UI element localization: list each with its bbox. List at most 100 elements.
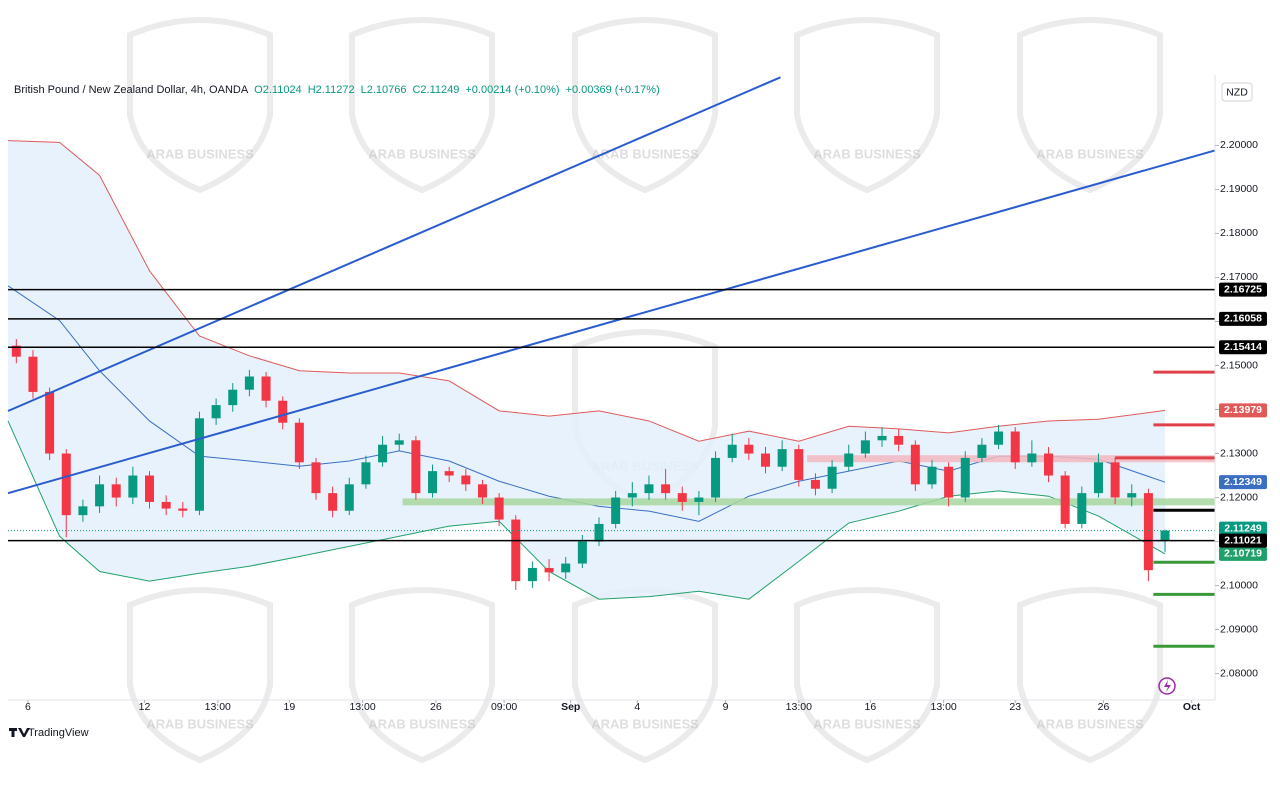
- candle-body: [361, 462, 371, 485]
- watermark: ARAB BUSINESS: [146, 716, 254, 731]
- header-item: H2.11272: [308, 84, 355, 96]
- y-tick-label: 2.20000: [1220, 139, 1258, 151]
- brand: TradingView: [28, 727, 89, 739]
- x-tick-label: 26: [430, 701, 442, 713]
- candle-body: [661, 484, 671, 494]
- y-tick-label: 2.18000: [1220, 227, 1258, 239]
- candle-body: [145, 475, 155, 502]
- candle-body: [211, 405, 221, 419]
- watermark-shield: [349, 587, 495, 764]
- candle-body: [677, 493, 687, 502]
- watermark-shield: [349, 17, 495, 194]
- watermark: ARAB BUSINESS: [591, 146, 699, 161]
- candle-body: [394, 440, 404, 445]
- candle-body: [194, 418, 204, 511]
- candle-body: [61, 453, 71, 516]
- candle-body: [527, 567, 537, 582]
- candle-body: [927, 466, 937, 485]
- candle-body: [1127, 493, 1137, 498]
- header-item: +0.00369 (+0.17%): [566, 84, 660, 96]
- candle-body: [278, 400, 288, 423]
- band-lower-label: 2.10719: [1224, 548, 1262, 560]
- candle-body: [378, 444, 388, 463]
- candle-body: [511, 519, 521, 582]
- watermark: ARAB BUSINESS: [368, 146, 476, 161]
- level-label-box: [1219, 340, 1267, 355]
- candle-body: [111, 484, 121, 498]
- candle-body: [877, 435, 887, 441]
- candle-body: [261, 376, 271, 401]
- y-tick-label: 2.17000: [1220, 271, 1258, 283]
- alert-icon[interactable]: [1158, 677, 1176, 695]
- x-tick-label: 13:00: [930, 701, 956, 713]
- x-tick-label: 4: [634, 701, 640, 713]
- trendline: [7, 149, 1216, 495]
- candle-body: [444, 471, 454, 476]
- candle-body: [1093, 462, 1103, 494]
- candle-body: [810, 479, 820, 489]
- band-middle-label: 2.12349: [1224, 476, 1262, 488]
- watermark-shield: [127, 587, 273, 764]
- candle-body: [161, 501, 171, 509]
- x-tick-label: 19: [284, 701, 296, 713]
- candle-body: [95, 484, 105, 507]
- header-item: British Pound / New Zealand Dollar, 4h, …: [14, 84, 249, 96]
- level-label: 2.16725: [1224, 283, 1262, 295]
- candle-body: [910, 444, 920, 485]
- candle-body: [544, 567, 554, 573]
- watermark-shield: [127, 17, 273, 194]
- current-price-label: 2.11249: [1224, 522, 1262, 534]
- candle-body: [1027, 453, 1037, 463]
- x-tick-label: Oct: [1183, 701, 1201, 713]
- x-tick-label: 6: [25, 701, 31, 713]
- x-tick-label: 13:00: [205, 701, 231, 713]
- candle-body: [45, 391, 55, 454]
- y-tick-label: 2.10000: [1220, 579, 1258, 591]
- candle-body: [827, 466, 837, 489]
- x-tick-label: 13:00: [349, 701, 375, 713]
- watermark: ARAB BUSINESS: [1036, 146, 1144, 161]
- candle-body: [694, 497, 704, 502]
- x-tick-label: 09:00: [491, 701, 517, 713]
- candle-body: [1077, 493, 1087, 524]
- candle-body: [461, 475, 471, 485]
- candle-body: [244, 376, 254, 390]
- watermark: ARAB BUSINESS: [591, 716, 699, 731]
- x-tick-label: Sep: [561, 701, 580, 713]
- header-item: C2.11249: [412, 84, 459, 96]
- x-tick-label: 23: [1009, 701, 1021, 713]
- watermark-shield: [794, 17, 940, 194]
- candle-body: [594, 523, 604, 542]
- candle-body: [1143, 493, 1153, 571]
- watermark: ARAB BUSINESS: [1036, 716, 1144, 731]
- level-label: 2.16058: [1224, 313, 1262, 325]
- watermark-shield: [794, 587, 940, 764]
- candle-body: [644, 484, 654, 494]
- candle-body: [477, 484, 487, 498]
- candle-body: [977, 444, 987, 458]
- candle-body: [561, 563, 571, 573]
- candle-body: [428, 471, 438, 494]
- x-tick-label: 13:00: [786, 701, 812, 713]
- band-lower-label-box: [1219, 546, 1267, 561]
- band-upper-label-box: [1219, 403, 1267, 418]
- currency: NZD: [1226, 86, 1248, 98]
- candle-body: [294, 422, 304, 463]
- x-tick-label: 26: [1098, 701, 1110, 713]
- candle-body: [794, 449, 804, 480]
- x-tick-label: 16: [865, 701, 877, 713]
- trendline: [7, 76, 781, 412]
- level-label: 2.15414: [1224, 341, 1262, 353]
- candle-body: [78, 506, 88, 516]
- candle-body: [128, 475, 138, 498]
- watermark-shield: [1017, 587, 1163, 764]
- y-tick-label: 2.09000: [1220, 623, 1258, 635]
- header-item: L2.10766: [361, 84, 407, 96]
- band-middle-label-box: [1219, 475, 1267, 490]
- bollinger-fill: [8, 140, 1166, 600]
- y-tick-label: 2.13000: [1220, 447, 1258, 459]
- alert-icon-bolt: [1164, 680, 1171, 692]
- level-label: 2.11021: [1224, 534, 1262, 546]
- axes: 2.080002.090002.100002.110002.120002.130…: [25, 139, 1267, 713]
- y-tick-label: 2.12000: [1220, 491, 1258, 503]
